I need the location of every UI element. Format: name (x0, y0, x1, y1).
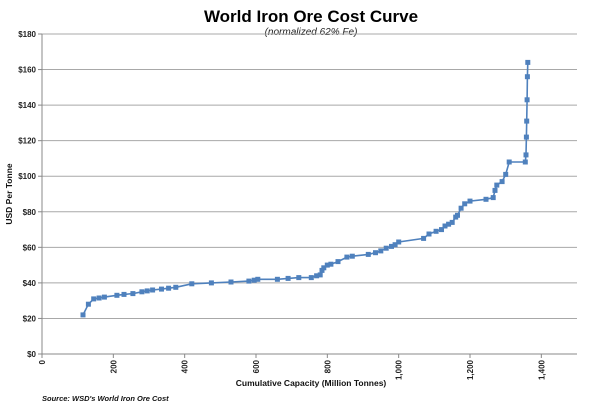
data-point-28 (324, 262, 330, 268)
data-point-65 (525, 59, 531, 65)
data-point-8 (139, 289, 145, 295)
data-point-60 (523, 152, 529, 158)
data-point-61 (523, 134, 529, 140)
data-point-11 (159, 286, 164, 292)
x-axis-label: Cumulative Capacity (Million Tonnes) (236, 378, 387, 388)
data-point-40 (421, 235, 427, 241)
data-point-23 (308, 275, 314, 281)
data-point-44 (442, 223, 448, 229)
data-point-56 (499, 179, 505, 185)
source-note: Source: WSD's World Iron Ore Cost (42, 394, 169, 403)
x-tick-label-6: 1,200 (466, 359, 475, 380)
data-point-25 (317, 272, 323, 278)
data-point-54 (492, 187, 498, 193)
series (80, 59, 531, 318)
data-point-20 (274, 276, 280, 282)
data-point-24 (314, 273, 320, 279)
data-point-4 (101, 294, 107, 300)
y-tick-label-4: $80 (23, 208, 37, 217)
data-point-16 (228, 279, 234, 285)
data-point-6 (121, 291, 127, 297)
x-tick-label-1: 200 (109, 359, 118, 373)
data-point-14 (189, 281, 195, 287)
data-point-5 (114, 292, 120, 298)
data-point-21 (285, 275, 291, 281)
data-point-32 (349, 253, 355, 259)
data-point-15 (208, 280, 214, 286)
x-tick-label-3: 600 (252, 359, 261, 373)
x-tick-label-2: 400 (181, 359, 190, 373)
y-tick-labels: $0 $20 $40 $60 $80 $100 $120 $140 $160 $180 (18, 30, 36, 359)
axes (38, 33, 577, 358)
data-point-30 (335, 259, 341, 265)
x-tick-label-7: 1,400 (537, 359, 546, 380)
data-point-62 (524, 118, 530, 124)
data-point-42 (433, 228, 439, 234)
data-point-26 (319, 267, 325, 273)
y-tick-label-6: $120 (18, 137, 36, 146)
data-point-22 (296, 275, 302, 281)
data-point-59 (522, 159, 528, 165)
data-point-39 (396, 239, 402, 245)
y-tick-label-9: $180 (18, 30, 36, 39)
y-axis-label: USD Per Tonne (4, 163, 14, 225)
y-tick-label-2: $40 (23, 279, 37, 288)
data-point-53 (490, 195, 496, 201)
data-point-12 (166, 285, 172, 291)
data-point-48 (455, 212, 460, 218)
data-point-17 (246, 278, 252, 284)
data-point-1 (85, 301, 91, 307)
x-tick-label-0: 0 (38, 359, 47, 364)
data-point-52 (483, 196, 489, 202)
y-tick-label-5: $100 (18, 172, 36, 181)
data-point-7 (130, 291, 136, 297)
y-tick-label-3: $60 (23, 243, 37, 252)
y-tick-label-7: $140 (18, 101, 36, 110)
data-point-13 (173, 284, 179, 290)
data-point-36 (383, 245, 389, 251)
data-point-55 (494, 182, 500, 188)
data-point-43 (439, 227, 444, 233)
data-point-37 (389, 243, 394, 249)
data-point-3 (96, 295, 102, 301)
series-line-0 (82, 62, 529, 316)
data-point-33 (365, 251, 371, 257)
y-tick-label-0: $0 (27, 350, 36, 359)
data-point-27 (321, 265, 327, 271)
chart-title: World Iron Ore Cost Curve (204, 7, 418, 26)
data-point-64 (524, 74, 530, 80)
data-point-41 (426, 231, 432, 237)
y-tick-label-8: $160 (18, 66, 36, 75)
x-tick-label-5: 1,000 (395, 359, 404, 380)
data-point-18 (251, 277, 257, 283)
data-point-50 (462, 201, 468, 207)
data-point-2 (91, 296, 97, 302)
data-point-29 (328, 261, 334, 267)
chart-subtitle: (normalized 62% Fe) (265, 27, 358, 38)
x-tick-label-4: 800 (323, 359, 332, 373)
data-point-9 (144, 288, 150, 294)
data-point-10 (150, 287, 156, 293)
x-tick-labels: 0 200 400 600 800 1,000 1,200 1,400 (38, 359, 546, 380)
data-point-57 (503, 171, 509, 177)
data-point-51 (467, 198, 473, 204)
data-point-31 (344, 254, 350, 260)
data-point-38 (392, 242, 398, 248)
data-point-45 (446, 221, 452, 227)
gridlines (42, 33, 577, 319)
data-point-58 (506, 159, 512, 165)
data-point-49 (458, 205, 464, 211)
data-point-63 (524, 97, 530, 103)
data-point-0 (80, 312, 86, 318)
data-point-46 (449, 219, 455, 225)
data-point-34 (373, 250, 378, 256)
data-point-19 (255, 276, 261, 282)
data-point-35 (378, 248, 384, 254)
y-tick-label-1: $20 (23, 314, 37, 323)
